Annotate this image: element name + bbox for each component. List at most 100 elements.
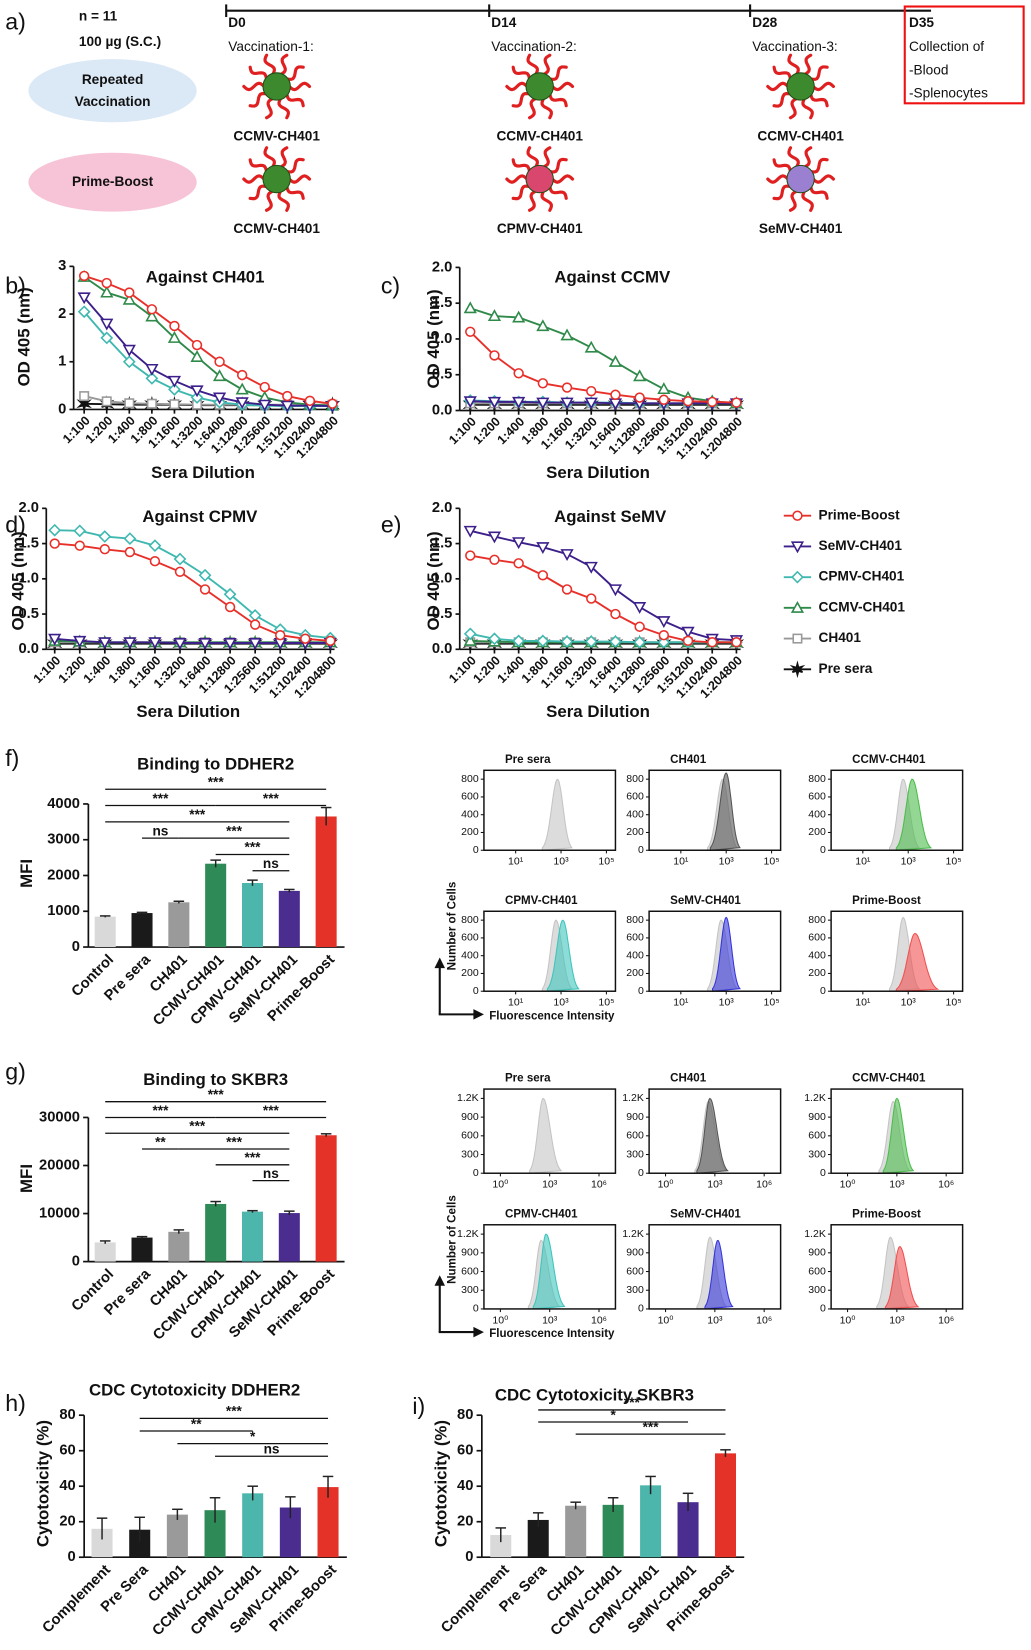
y-tick-label: 800 <box>461 914 479 926</box>
marker <box>173 637 187 650</box>
particle-arm <box>542 146 552 169</box>
group-ellipse <box>28 152 197 212</box>
y-tick-label: 600 <box>808 1265 826 1277</box>
marker <box>77 292 91 305</box>
marker <box>463 525 477 538</box>
particle-arm <box>248 158 269 174</box>
day-label: D0 <box>228 15 246 30</box>
marker <box>512 537 526 550</box>
particle-arm <box>540 96 553 120</box>
y-tick-label: 300 <box>626 1148 644 1160</box>
particle-arm <box>772 184 792 201</box>
y-tick-label: 60 <box>59 1443 75 1459</box>
y-tick-label: 0 <box>473 985 479 997</box>
x-tick-label: 10⁶ <box>756 1179 772 1191</box>
marker <box>658 394 670 405</box>
panel-title: SeMV-CH401 <box>670 1208 741 1220</box>
marker <box>145 372 159 385</box>
bar <box>640 1485 662 1558</box>
particle-arm <box>772 92 792 108</box>
event-label: Vaccination-1: <box>228 39 314 54</box>
y-tick-label: 600 <box>626 932 644 944</box>
marker <box>223 587 237 601</box>
bar <box>278 890 300 948</box>
event-label: Vaccination-3: <box>752 39 838 54</box>
marker <box>124 546 136 558</box>
x-tick-label: 10³ <box>542 1179 558 1191</box>
y-tick-label: 2.0 <box>432 500 452 516</box>
particle-arm <box>548 184 568 200</box>
marker <box>586 385 597 397</box>
marker <box>682 635 694 647</box>
y-tick-label: 1.0 <box>432 331 452 347</box>
plot-frame <box>648 769 782 851</box>
y-tick-label: 600 <box>461 791 479 803</box>
y-tick-label: 200 <box>461 967 479 979</box>
y-tick-label: 900 <box>461 1247 479 1259</box>
marker <box>463 634 477 646</box>
marker <box>634 621 645 632</box>
marker <box>122 344 136 357</box>
y-tick-label: 600 <box>626 1265 644 1277</box>
y-tick-label: 1.2K <box>457 1092 479 1104</box>
marker <box>122 355 136 369</box>
panel-title: Pre sera <box>505 1073 551 1085</box>
x-tick-label: 10⁶ <box>591 1179 607 1191</box>
y-axis-label: Cytotoxicity (%) <box>431 1420 450 1547</box>
y-tick-label: 0 <box>473 844 479 856</box>
bar <box>205 863 227 948</box>
marker <box>169 399 180 410</box>
marker <box>48 633 62 646</box>
marker <box>536 542 550 555</box>
panel-title: Pre sera <box>505 754 551 766</box>
particle-arm <box>809 184 829 200</box>
marker <box>248 637 262 650</box>
x-tick-label: Prime-Boost <box>267 1562 340 1635</box>
marker <box>169 320 180 332</box>
y-tick-label: 600 <box>626 791 644 803</box>
histogram <box>884 1246 920 1310</box>
marker <box>608 584 623 597</box>
marker <box>236 369 248 381</box>
marker <box>173 552 187 566</box>
bar <box>205 1203 227 1262</box>
bar <box>278 1213 300 1262</box>
marker <box>489 350 500 361</box>
particle-arm <box>787 146 800 169</box>
chart-title: Against CCMV <box>554 267 671 286</box>
y-tick-label: 0 <box>473 1167 479 1179</box>
histogram <box>541 778 573 851</box>
y-tick-label: 1.5 <box>432 295 452 311</box>
marker <box>634 392 645 403</box>
marker <box>560 635 574 648</box>
bar <box>242 1493 264 1558</box>
panel-title: CCMV-CH401 <box>852 1073 926 1085</box>
marker <box>275 630 286 641</box>
marker <box>537 378 549 389</box>
particle-arm <box>265 96 275 120</box>
marker <box>657 382 671 395</box>
y-tick-label: 1.0 <box>18 571 38 587</box>
significance-label: *** <box>152 791 169 806</box>
x-tick-label: 10³ <box>901 856 917 868</box>
marker <box>212 369 227 382</box>
marker <box>168 383 181 396</box>
particle-arm <box>505 81 529 92</box>
y-tick-label: 1.0 <box>432 571 452 587</box>
marker <box>191 339 203 351</box>
marker <box>633 369 647 382</box>
marker <box>73 635 87 648</box>
marker <box>212 392 227 405</box>
y-tick-label: 400 <box>626 949 644 961</box>
significance-label: ns <box>263 1166 279 1181</box>
group-ellipse <box>28 59 197 123</box>
y-tick-label: 200 <box>808 967 826 979</box>
y-tick-label: 1.2K <box>622 1228 644 1240</box>
histogram <box>882 1097 915 1174</box>
marker <box>223 637 237 650</box>
significance-label: ** <box>155 1134 166 1149</box>
x-tick-label: 10¹ <box>673 997 689 1009</box>
marker <box>707 396 718 408</box>
particle-arm <box>285 184 305 200</box>
